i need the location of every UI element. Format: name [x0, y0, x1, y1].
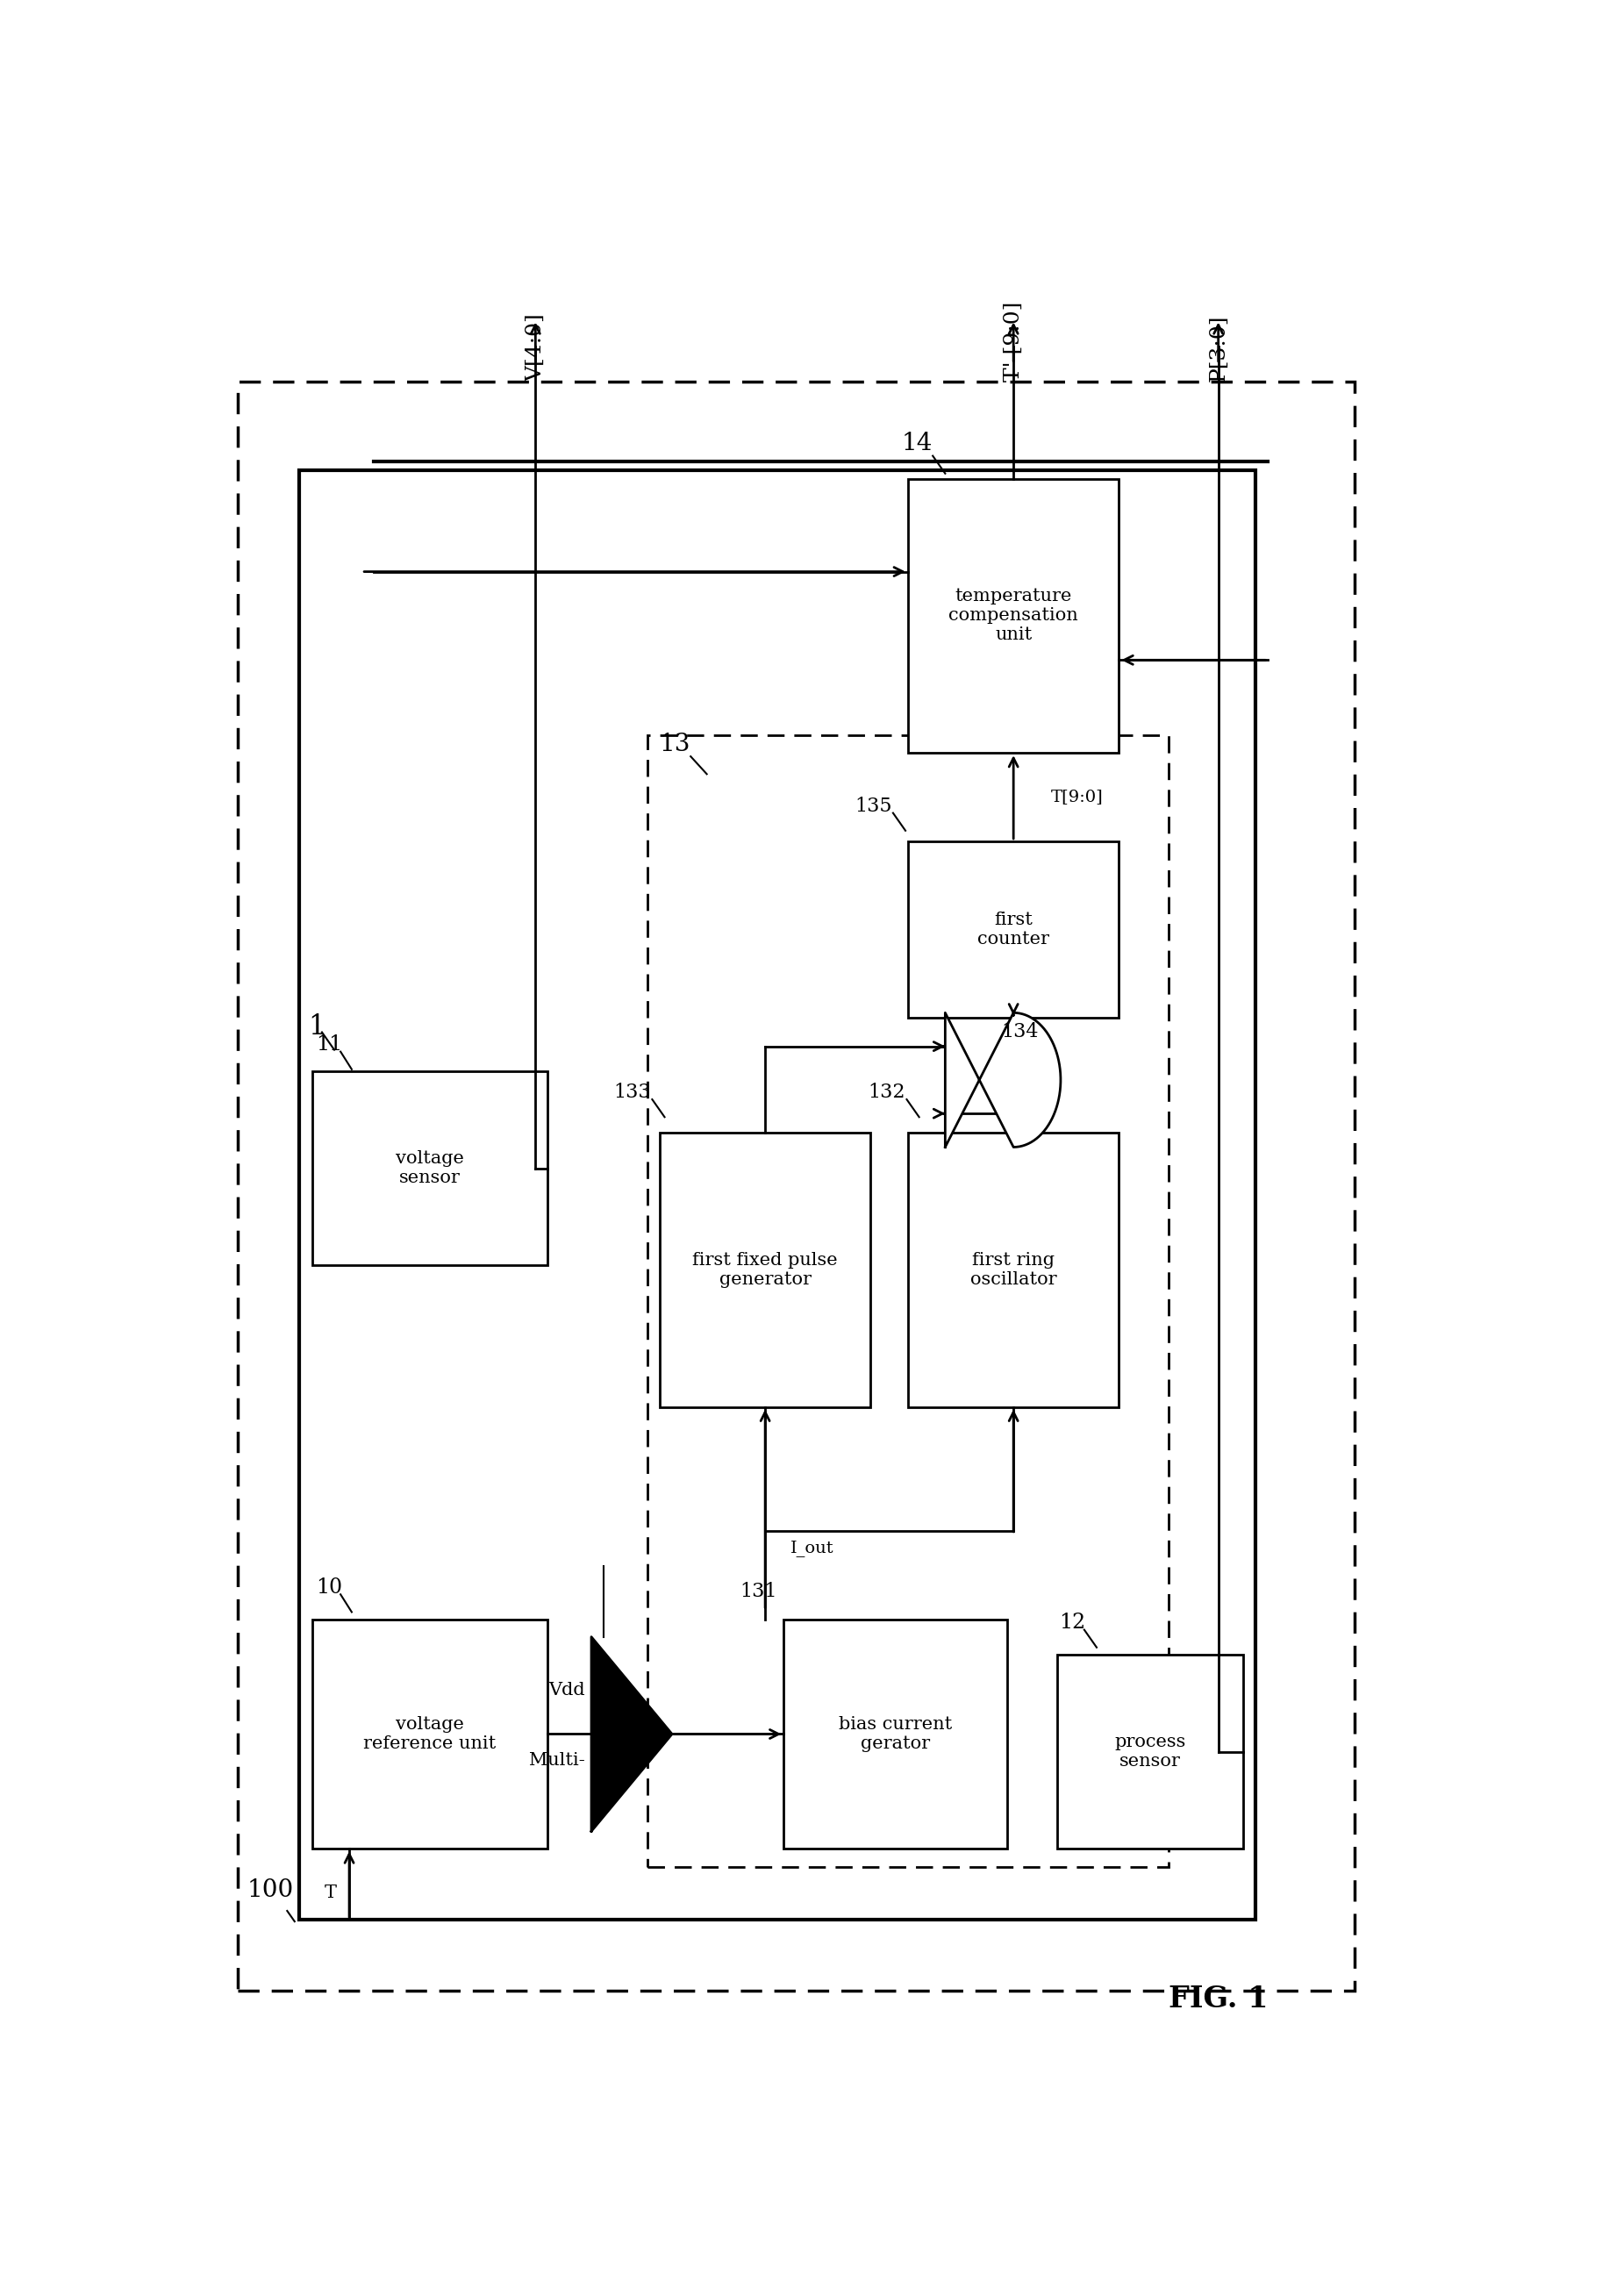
Bar — [908, 480, 1118, 753]
Text: 1: 1 — [308, 1013, 325, 1040]
Bar — [660, 1132, 871, 1407]
Text: first ring
oscillator: first ring oscillator — [971, 1251, 1057, 1288]
Text: 134: 134 — [1001, 1022, 1038, 1042]
Text: 100: 100 — [247, 1878, 295, 1901]
Bar — [1057, 1655, 1243, 1848]
Text: voltage
reference unit: voltage reference unit — [364, 1715, 497, 1752]
Text: V[4:0]: V[4:0] — [525, 312, 546, 381]
Text: process
sensor: process sensor — [1115, 1733, 1185, 1770]
Text: Multi-: Multi- — [529, 1752, 585, 1768]
Bar — [312, 1619, 548, 1848]
Text: first
counter: first counter — [977, 912, 1049, 948]
Bar — [312, 1070, 548, 1265]
Polygon shape — [591, 1637, 673, 1832]
Text: 132: 132 — [868, 1084, 905, 1102]
Text: bias current
gerator: bias current gerator — [839, 1715, 952, 1752]
Text: 131: 131 — [740, 1582, 777, 1603]
Text: T' [9:0]: T' [9:0] — [1003, 301, 1024, 381]
Text: P[3:0]: P[3:0] — [1208, 315, 1229, 381]
Text: T: T — [325, 1885, 336, 1901]
Text: T[9:0]: T[9:0] — [1051, 790, 1104, 806]
Text: 10: 10 — [316, 1577, 343, 1598]
Bar — [647, 735, 1169, 1867]
Polygon shape — [945, 1013, 1061, 1148]
Text: 11: 11 — [316, 1035, 343, 1054]
Text: FIG. 1: FIG. 1 — [1168, 1984, 1269, 2014]
Text: 13: 13 — [660, 732, 690, 755]
Text: 135: 135 — [854, 797, 892, 815]
Text: 133: 133 — [614, 1084, 650, 1102]
Text: I_out: I_out — [790, 1541, 833, 1557]
Text: 12: 12 — [1059, 1612, 1086, 1632]
Text: Vdd: Vdd — [548, 1681, 585, 1699]
Bar — [908, 1132, 1118, 1407]
Bar — [908, 840, 1118, 1017]
Bar — [783, 1619, 1008, 1848]
Text: temperature
compensation
unit: temperature compensation unit — [948, 588, 1078, 643]
Text: first fixed pulse
generator: first fixed pulse generator — [692, 1251, 838, 1288]
Text: voltage
sensor: voltage sensor — [396, 1150, 465, 1187]
Bar — [300, 471, 1256, 1919]
Text: 14: 14 — [902, 432, 932, 455]
